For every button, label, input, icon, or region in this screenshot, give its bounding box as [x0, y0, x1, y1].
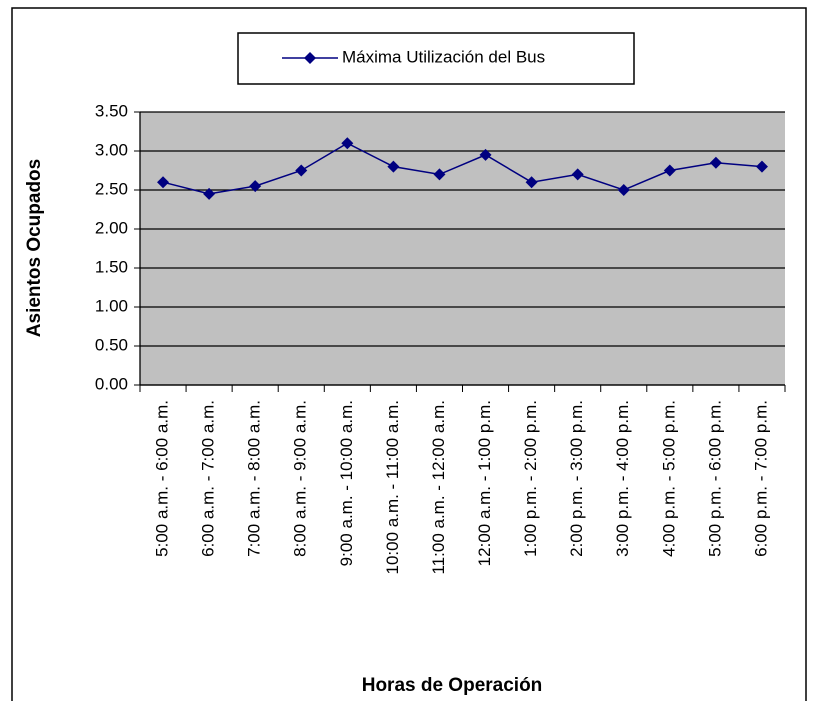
point: [525, 176, 538, 189]
series-line: [162, 142, 763, 195]
x-tick-label: 6:00 a.m. - 7:00 a.m.: [199, 400, 218, 557]
x-tick-label: 3:00 p.m. - 4:00 p.m.: [613, 400, 632, 557]
point: [571, 168, 584, 181]
point: [479, 148, 492, 161]
x-tick-label: 12:00 a.m. - 1:00 p.m.: [475, 400, 494, 566]
point: [755, 160, 768, 173]
x-tick-label: 5:00 a.m. - 6:00 a.m.: [153, 400, 172, 557]
point: [203, 187, 216, 200]
legend-label: Máxima Utilización del Bus: [342, 47, 545, 66]
y-axis-title: Asientos Ocupados: [24, 159, 45, 337]
y-tick-label: 0.50: [95, 335, 128, 354]
point: [295, 164, 308, 177]
point: [341, 137, 354, 150]
point: [157, 176, 170, 189]
x-tick-label: 5:00 p.m. - 6:00 p.m.: [705, 400, 724, 557]
x-tick-label: 2:00 p.m. - 3:00 p.m.: [567, 400, 586, 557]
point: [249, 180, 262, 193]
y-tick-label: 3.00: [95, 140, 128, 159]
y-tick-label: 1.00: [95, 296, 128, 315]
point: [617, 184, 630, 196]
x-tick-label: 4:00 p.m. - 5:00 p.m.: [659, 400, 678, 557]
y-tick-label: 1.50: [95, 257, 128, 276]
y-tick-label: 2.00: [95, 218, 128, 237]
point: [709, 156, 722, 169]
point: [663, 164, 676, 177]
x-tick-label: 11:00 a.m. - 12:00 a.m.: [429, 400, 448, 575]
legend-marker: [304, 52, 316, 64]
point: [433, 168, 446, 181]
x-tick-label: 7:00 a.m. - 8:00 a.m.: [245, 400, 264, 557]
x-tick-label: 1:00 p.m. - 2:00 p.m.: [521, 400, 540, 557]
y-tick-label: 2.50: [95, 179, 128, 198]
x-tick-label: 10:00 a.m. - 11:00 a.m.: [383, 400, 402, 575]
x-tick-label: 8:00 a.m. - 9:00 a.m.: [291, 400, 310, 557]
x-tick-label: 9:00 a.m. - 10:00 a.m.: [337, 400, 356, 566]
x-tick-label: 6:00 p.m. - 7:00 p.m.: [751, 400, 770, 557]
y-tick-label: 0.00: [95, 374, 128, 393]
point: [387, 160, 400, 173]
x-axis-title: Horas de Operación: [362, 675, 543, 696]
y-tick-label: 3.50: [95, 101, 128, 120]
plot-area: [140, 112, 785, 385]
